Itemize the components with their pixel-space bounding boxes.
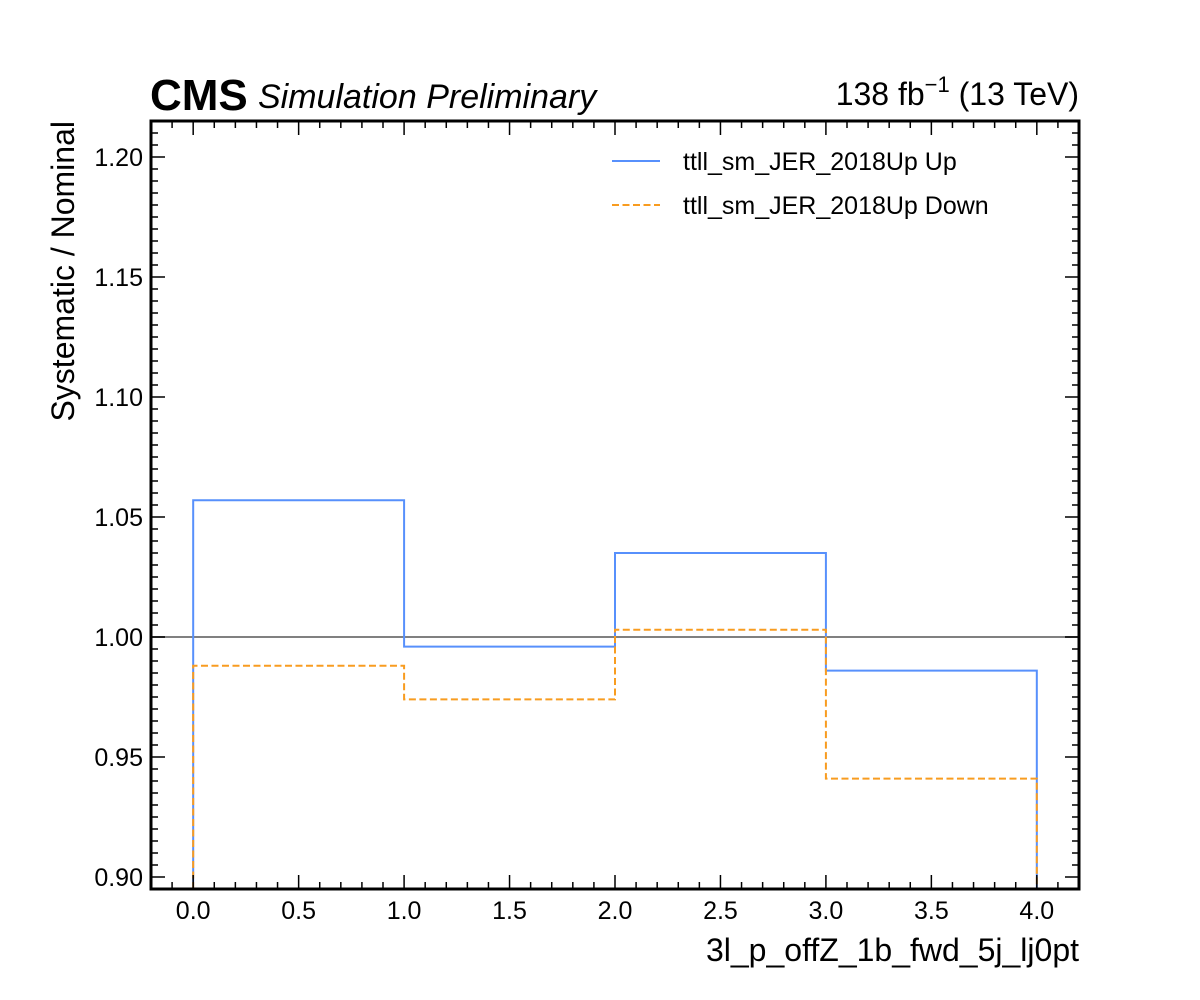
chart-header: CMS Simulation Preliminary 138 fb−1 (13 … xyxy=(150,71,1079,120)
lumi-label: 138 fb−1 (13 TeV) xyxy=(836,72,1079,112)
series-line-2 xyxy=(192,628,1038,889)
legend-label-2: ttll_sm_JER_2018Up Down xyxy=(683,192,989,220)
status-label: Simulation Preliminary xyxy=(258,78,598,116)
x-tick-label: 2.5 xyxy=(703,897,738,925)
experiment-label: CMS xyxy=(150,71,248,120)
y-tick-label: 0.90 xyxy=(94,864,143,892)
lumi-value: 138 fb xyxy=(836,76,925,112)
lumi-energy: (13 TeV) xyxy=(950,76,1079,112)
y-tick-label: 1.00 xyxy=(94,624,143,652)
y-tick-label: 1.10 xyxy=(94,384,143,412)
x-tick-label: 1.5 xyxy=(492,897,527,925)
y-tick-label: 1.20 xyxy=(94,144,143,172)
series-line-1 xyxy=(192,499,1038,889)
x-tick-label: 0.5 xyxy=(281,897,316,925)
plot-area: 0.0 0.5 1.0 1.5 2.0 2.5 3.0 3.5 4.0 0.90 0.95 1.00 1… xyxy=(45,119,1081,968)
legend-label-1: ttll_sm_JER_2018Up Up xyxy=(683,148,957,176)
x-axis-label: 3l_p_offZ_1b_fwd_5j_lj0pt xyxy=(706,932,1079,968)
x-tick-label: 2.0 xyxy=(598,897,633,925)
x-tick-label: 1.0 xyxy=(387,897,422,925)
x-tick-label: 3.5 xyxy=(914,897,949,925)
x-tick-label: 3.0 xyxy=(809,897,844,925)
y-tick-label: 0.95 xyxy=(94,744,143,772)
axes-frame xyxy=(149,119,1081,891)
x-tick-label: 4.0 xyxy=(1019,897,1054,925)
y-tick-label: 1.15 xyxy=(94,264,143,292)
y-tick-label: 1.05 xyxy=(94,504,143,532)
lumi-exponent: −1 xyxy=(925,72,950,97)
x-tick-label: 0.0 xyxy=(176,897,211,925)
y-axis-label: Systematic / Nominal xyxy=(45,121,81,422)
